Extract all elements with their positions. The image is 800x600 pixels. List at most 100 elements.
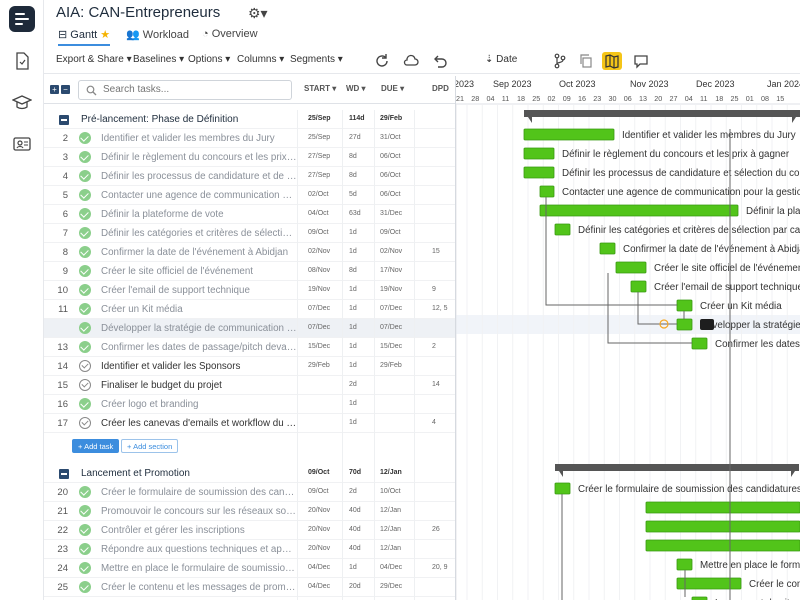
- tab-workload[interactable]: 👥 Workload: [126, 29, 190, 41]
- complete-check-icon[interactable]: [79, 151, 91, 163]
- complete-check-icon[interactable]: [79, 398, 91, 410]
- task-row[interactable]: 16 Créer logo et branding 1d: [44, 395, 456, 414]
- task-name[interactable]: Définir les processus de candidature et …: [101, 171, 297, 182]
- undo-icon[interactable]: [430, 52, 450, 70]
- task-bar[interactable]: [523, 128, 615, 141]
- task-row[interactable]: 22 Contrôler et gérer les inscriptions 26 2…: [44, 521, 456, 540]
- options-menu[interactable]: Options ▾: [188, 54, 231, 65]
- complete-check-icon[interactable]: [79, 543, 91, 555]
- task-bar[interactable]: [554, 482, 571, 495]
- app-logo[interactable]: [9, 6, 35, 32]
- task-bar[interactable]: [676, 318, 693, 331]
- task-bar[interactable]: [615, 261, 647, 274]
- task-name[interactable]: Définir les catégories et critères de sé…: [101, 228, 297, 239]
- task-name[interactable]: Définir la plateforme de vote: [101, 209, 224, 220]
- task-name[interactable]: Contrôler et gérer les inscriptions: [101, 525, 245, 536]
- task-name[interactable]: Définir le règlement du concours et les …: [101, 152, 297, 163]
- task-row[interactable]: 9 Créer le site officiel de l'événement 08…: [44, 262, 456, 281]
- task-row[interactable]: Développer la stratégie de communication…: [44, 319, 456, 338]
- task-row[interactable]: 15 Finaliser le budget du projet 14 2d: [44, 376, 456, 395]
- task-row[interactable]: 4 Définir les processus de candidature et…: [44, 167, 456, 186]
- collapse-section-icon[interactable]: [59, 469, 69, 479]
- collapse-section-icon[interactable]: [59, 115, 69, 125]
- graduation-icon[interactable]: [11, 94, 33, 112]
- col-start[interactable]: START ▾: [304, 84, 337, 93]
- task-row[interactable]: 20 Créer le formulaire de soumission des …: [44, 483, 456, 502]
- task-bar[interactable]: [645, 539, 800, 552]
- task-bar[interactable]: [645, 520, 800, 533]
- task-row[interactable]: 2 Identifier et valider les membres du Ju…: [44, 129, 456, 148]
- incomplete-check-icon[interactable]: [79, 379, 91, 391]
- task-row[interactable]: 3 Définir le règlement du concours et les…: [44, 148, 456, 167]
- copy-icon[interactable]: [576, 52, 596, 70]
- collapse-all-icon[interactable]: −: [61, 85, 70, 94]
- task-name[interactable]: Identifier et valider les Sponsors: [101, 361, 241, 372]
- task-bar[interactable]: [676, 577, 742, 590]
- task-row[interactable]: 21 Promouvoir le concours sur les réseaux…: [44, 502, 456, 521]
- task-row[interactable]: 24 Mettre en place le formulaire de soumi…: [44, 559, 456, 578]
- task-row[interactable]: 13 Confirmer les dates de passage/pitch d…: [44, 338, 456, 357]
- complete-check-icon[interactable]: [79, 170, 91, 182]
- complete-check-icon[interactable]: [79, 246, 91, 258]
- section-row[interactable]: Lancement et Promotion 09/Oct 70d 12/Jan: [44, 464, 456, 483]
- task-name[interactable]: Répondre aux questions techniques et app…: [101, 544, 297, 555]
- task-bar[interactable]: [539, 204, 739, 217]
- search-input[interactable]: [103, 84, 283, 95]
- segments-menu[interactable]: Segments ▾: [290, 54, 343, 65]
- col-due[interactable]: DUE ▾: [381, 84, 405, 93]
- task-name[interactable]: Créer un Kit média: [101, 304, 183, 315]
- task-name[interactable]: Finaliser le budget du projet: [101, 380, 222, 391]
- task-bar[interactable]: [599, 242, 616, 255]
- complete-check-icon[interactable]: [79, 341, 91, 353]
- section-row[interactable]: Pré-lancement: Phase de Définition 25/Sep…: [44, 110, 456, 129]
- task-row[interactable]: 5 Contacter une agence de communication p…: [44, 186, 456, 205]
- add-section-button[interactable]: + Add section: [121, 439, 179, 453]
- baselines-menu[interactable]: Baselines ▾: [133, 54, 185, 65]
- map-icon[interactable]: [602, 52, 622, 70]
- task-name[interactable]: Développer la stratégie de communication…: [101, 323, 297, 334]
- task-name[interactable]: Identifier et valider les membres du Jur…: [101, 133, 275, 144]
- task-row[interactable]: 8 Confirmer la date de l'événement à Abid…: [44, 243, 456, 262]
- task-bar[interactable]: [691, 596, 708, 600]
- complete-check-icon[interactable]: [79, 227, 91, 239]
- cloud-check-icon[interactable]: [401, 52, 421, 70]
- task-row[interactable]: 11 Créer un Kit média 12, 5 07/Dec 1d 07/Dec: [44, 300, 456, 319]
- task-bar[interactable]: [554, 223, 571, 236]
- document-icon[interactable]: [12, 52, 32, 70]
- columns-menu[interactable]: Columns ▾: [237, 54, 285, 65]
- complete-check-icon[interactable]: [79, 189, 91, 201]
- task-name[interactable]: Contacter une agence de communication po…: [101, 190, 297, 201]
- task-bar[interactable]: [645, 501, 800, 514]
- task-row[interactable]: 6 Définir la plateforme de vote 04/Oct 63d 3…: [44, 205, 456, 224]
- branch-icon[interactable]: [550, 52, 570, 70]
- task-row[interactable]: 17 Créer les canevas d'emails et workflow…: [44, 414, 456, 433]
- task-bar[interactable]: [523, 166, 555, 179]
- task-row[interactable]: 23 Répondre aux questions techniques et a…: [44, 540, 456, 559]
- complete-check-icon[interactable]: [79, 265, 91, 277]
- task-name[interactable]: Mettre en place le formulaire de soumiss…: [101, 563, 297, 574]
- task-bar[interactable]: [539, 185, 555, 198]
- export-share-menu[interactable]: Export & Share ▾: [56, 54, 132, 65]
- add-task-button[interactable]: + Add task: [72, 439, 120, 453]
- comment-icon[interactable]: [631, 52, 651, 70]
- task-bar[interactable]: [691, 337, 708, 350]
- complete-check-icon[interactable]: [79, 284, 91, 296]
- complete-check-icon[interactable]: [79, 486, 91, 498]
- section-summary-bar[interactable]: [555, 464, 799, 477]
- expand-all-icon[interactable]: +: [50, 85, 59, 94]
- edit-badge-icon[interactable]: [700, 319, 714, 330]
- complete-check-icon[interactable]: [79, 208, 91, 220]
- task-row[interactable]: 14 Identifier et valider les Sponsors 29/F…: [44, 357, 456, 376]
- col-dpd[interactable]: DPD: [432, 84, 449, 93]
- complete-check-icon[interactable]: [79, 322, 91, 334]
- complete-check-icon[interactable]: [79, 505, 91, 517]
- complete-check-icon[interactable]: [79, 562, 91, 574]
- section-summary-bar[interactable]: [524, 110, 800, 123]
- task-bar[interactable]: [630, 280, 647, 293]
- complete-check-icon[interactable]: [79, 303, 91, 315]
- task-name[interactable]: Créer l'email de support technique: [101, 285, 250, 296]
- task-bar[interactable]: [676, 558, 693, 571]
- dependency-anchor-icon[interactable]: [659, 319, 669, 329]
- task-name[interactable]: Créer les canevas d'emails et workflow d…: [101, 418, 297, 429]
- gear-icon[interactable]: ⚙▾: [248, 5, 268, 21]
